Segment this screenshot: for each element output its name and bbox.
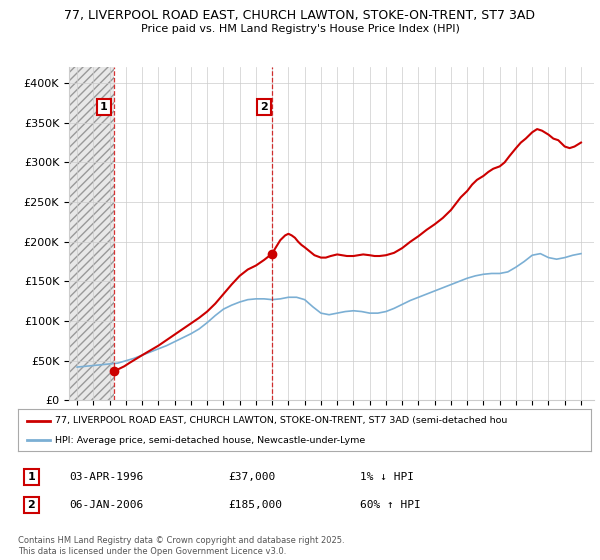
Text: 1% ↓ HPI: 1% ↓ HPI: [360, 472, 414, 482]
Text: Contains HM Land Registry data © Crown copyright and database right 2025.
This d: Contains HM Land Registry data © Crown c…: [18, 536, 344, 556]
Text: Price paid vs. HM Land Registry's House Price Index (HPI): Price paid vs. HM Land Registry's House …: [140, 24, 460, 34]
Bar: [69, 67, 113, 400]
Text: 06-JAN-2006: 06-JAN-2006: [69, 500, 143, 510]
Text: 2: 2: [28, 500, 35, 510]
Text: 03-APR-1996: 03-APR-1996: [69, 472, 143, 482]
Text: £185,000: £185,000: [228, 500, 282, 510]
Text: 1: 1: [28, 472, 35, 482]
Text: HPI: Average price, semi-detached house, Newcastle-under-Lyme: HPI: Average price, semi-detached house,…: [55, 436, 365, 445]
Text: £37,000: £37,000: [228, 472, 275, 482]
Text: 2: 2: [260, 102, 268, 112]
Text: 1: 1: [100, 102, 108, 112]
Text: 77, LIVERPOOL ROAD EAST, CHURCH LAWTON, STOKE-ON-TRENT, ST7 3AD: 77, LIVERPOOL ROAD EAST, CHURCH LAWTON, …: [65, 9, 536, 22]
Text: 60% ↑ HPI: 60% ↑ HPI: [360, 500, 421, 510]
Text: 77, LIVERPOOL ROAD EAST, CHURCH LAWTON, STOKE-ON-TRENT, ST7 3AD (semi-detached h: 77, LIVERPOOL ROAD EAST, CHURCH LAWTON, …: [55, 416, 508, 425]
